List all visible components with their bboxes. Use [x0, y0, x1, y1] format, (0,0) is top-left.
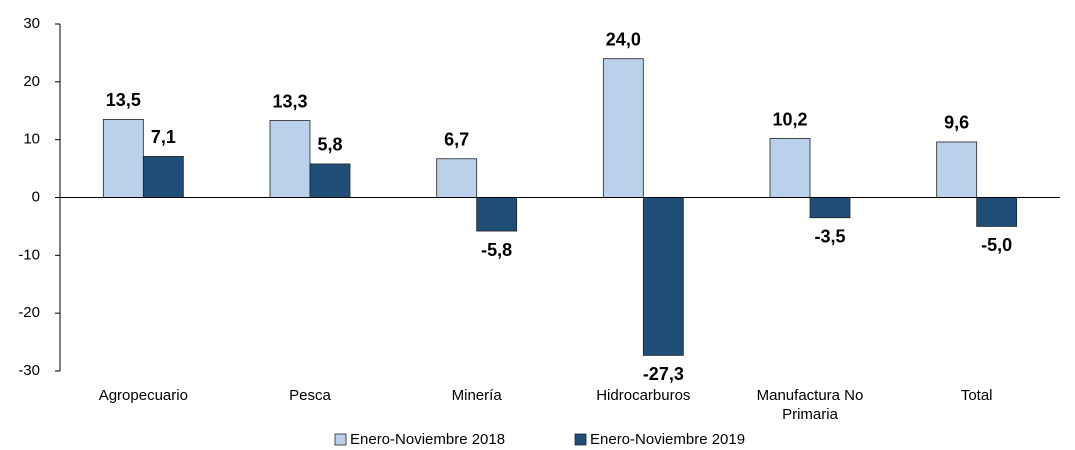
data-label: -5,8	[481, 240, 512, 260]
bar	[642, 197, 684, 356]
bar	[142, 156, 184, 198]
bar	[769, 138, 811, 198]
bar	[809, 197, 851, 219]
y-tick-label: -10	[18, 246, 40, 263]
bar	[476, 197, 518, 232]
data-label: -5,0	[981, 235, 1012, 255]
bar	[436, 158, 478, 198]
legend-label: Enero-Noviembre 2019	[590, 431, 745, 448]
y-tick-label: -20	[18, 304, 40, 321]
bar	[976, 197, 1018, 227]
data-label: 5,8	[317, 135, 342, 155]
legend-swatch	[334, 433, 347, 446]
data-label: 13,5	[106, 90, 141, 110]
data-label: 6,7	[444, 130, 469, 150]
x-tick-label: Agropecuario	[98, 387, 188, 404]
x-tick-label: Total	[960, 387, 993, 404]
data-label: 13,3	[272, 91, 307, 111]
y-tick-label: 0	[32, 188, 40, 205]
data-label: 10,2	[772, 109, 807, 129]
bar	[936, 141, 978, 198]
data-label: -27,3	[643, 364, 684, 384]
bar	[309, 163, 351, 198]
x-tick-label: Hidrocarburos	[596, 387, 691, 404]
bar	[602, 58, 644, 198]
data-label: 7,1	[151, 127, 176, 147]
y-tick-label: 30	[23, 15, 40, 32]
x-tick-label: Pesca	[289, 387, 331, 404]
y-tick-label: 20	[23, 73, 40, 90]
y-tick-label: 10	[23, 131, 40, 148]
data-label: 9,6	[944, 113, 969, 133]
y-tick-label: -30	[18, 362, 40, 379]
legend-label: Enero-Noviembre 2018	[350, 431, 505, 448]
x-tick-label: Manufactura No Primaria	[756, 387, 864, 423]
legend-swatch	[574, 433, 587, 446]
bar	[269, 120, 311, 198]
data-label: -3,5	[814, 226, 845, 246]
data-label: 24,0	[606, 29, 641, 49]
x-tick-label: Minería	[451, 387, 502, 404]
bar	[102, 119, 144, 198]
